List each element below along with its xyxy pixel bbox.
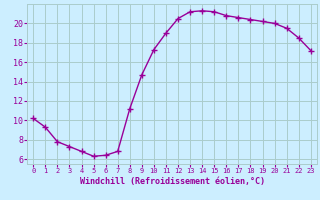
X-axis label: Windchill (Refroidissement éolien,°C): Windchill (Refroidissement éolien,°C)	[79, 177, 265, 186]
